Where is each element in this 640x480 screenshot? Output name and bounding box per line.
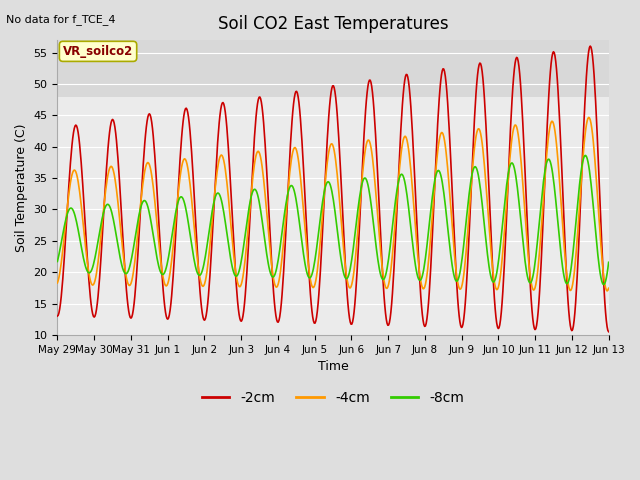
Text: VR_soilco2: VR_soilco2	[63, 45, 133, 58]
Text: No data for f_TCE_4: No data for f_TCE_4	[6, 14, 116, 25]
Legend: -2cm, -4cm, -8cm: -2cm, -4cm, -8cm	[196, 385, 470, 410]
Bar	[58, 40, 609, 96]
X-axis label: Time: Time	[317, 360, 348, 373]
Y-axis label: Soil Temperature (C): Soil Temperature (C)	[15, 123, 28, 252]
Title: Soil CO2 East Temperatures: Soil CO2 East Temperatures	[218, 15, 449, 33]
